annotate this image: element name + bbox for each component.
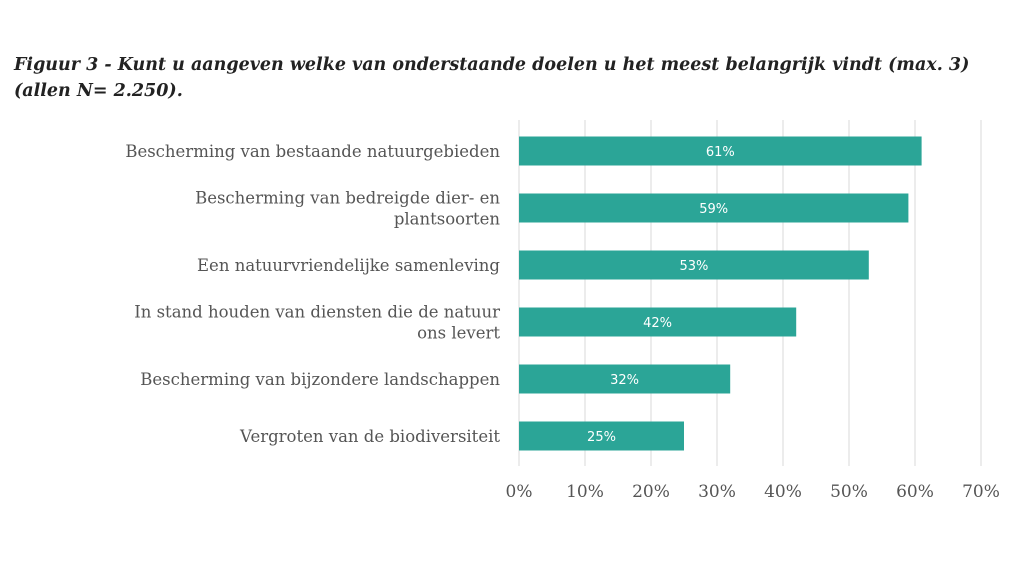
chart-title-line-2: (allen N= 2.250).	[14, 81, 183, 101]
category-label: Bescherming van bijzondere landschappen	[140, 370, 500, 389]
bar	[519, 136, 922, 166]
bar	[519, 307, 797, 337]
x-tick-label: 60%	[896, 482, 934, 502]
category-label: plantsoorten	[394, 210, 501, 229]
bar-data-label: 32%	[610, 373, 639, 388]
x-tick-label: 0%	[506, 482, 533, 502]
bar	[519, 193, 909, 223]
bar-data-label: 25%	[587, 430, 616, 445]
x-tick-label: 50%	[830, 482, 868, 502]
bar	[519, 364, 731, 394]
category-label: Bescherming van bestaande natuurgebieden	[125, 142, 500, 161]
bar-data-label: 42%	[643, 316, 672, 331]
category-label: Vergroten van de biodiversiteit	[239, 427, 500, 446]
x-tick-label: 10%	[566, 482, 604, 502]
bar-data-label: 53%	[679, 259, 708, 274]
x-tick-label: 20%	[632, 482, 670, 502]
x-tick-label: 70%	[962, 482, 1000, 502]
bar-data-label: 59%	[699, 202, 728, 217]
category-label: Bescherming van bedreigde dier- en	[195, 189, 500, 208]
x-tick-label: 40%	[764, 482, 802, 502]
bar	[519, 421, 684, 451]
category-label: ons levert	[417, 324, 500, 343]
category-label: In stand houden van diensten die de natu…	[134, 303, 500, 322]
chart-title-line-1: Figuur 3 - Kunt u aangeven welke van ond…	[14, 55, 970, 75]
bar-data-label: 61%	[706, 145, 735, 160]
chart-title: Figuur 3 - Kunt u aangeven welke van ond…	[14, 52, 1014, 104]
category-label: Een natuurvriendelijke samenleving	[197, 256, 500, 275]
x-tick-label: 30%	[698, 482, 736, 502]
bar	[519, 250, 869, 280]
